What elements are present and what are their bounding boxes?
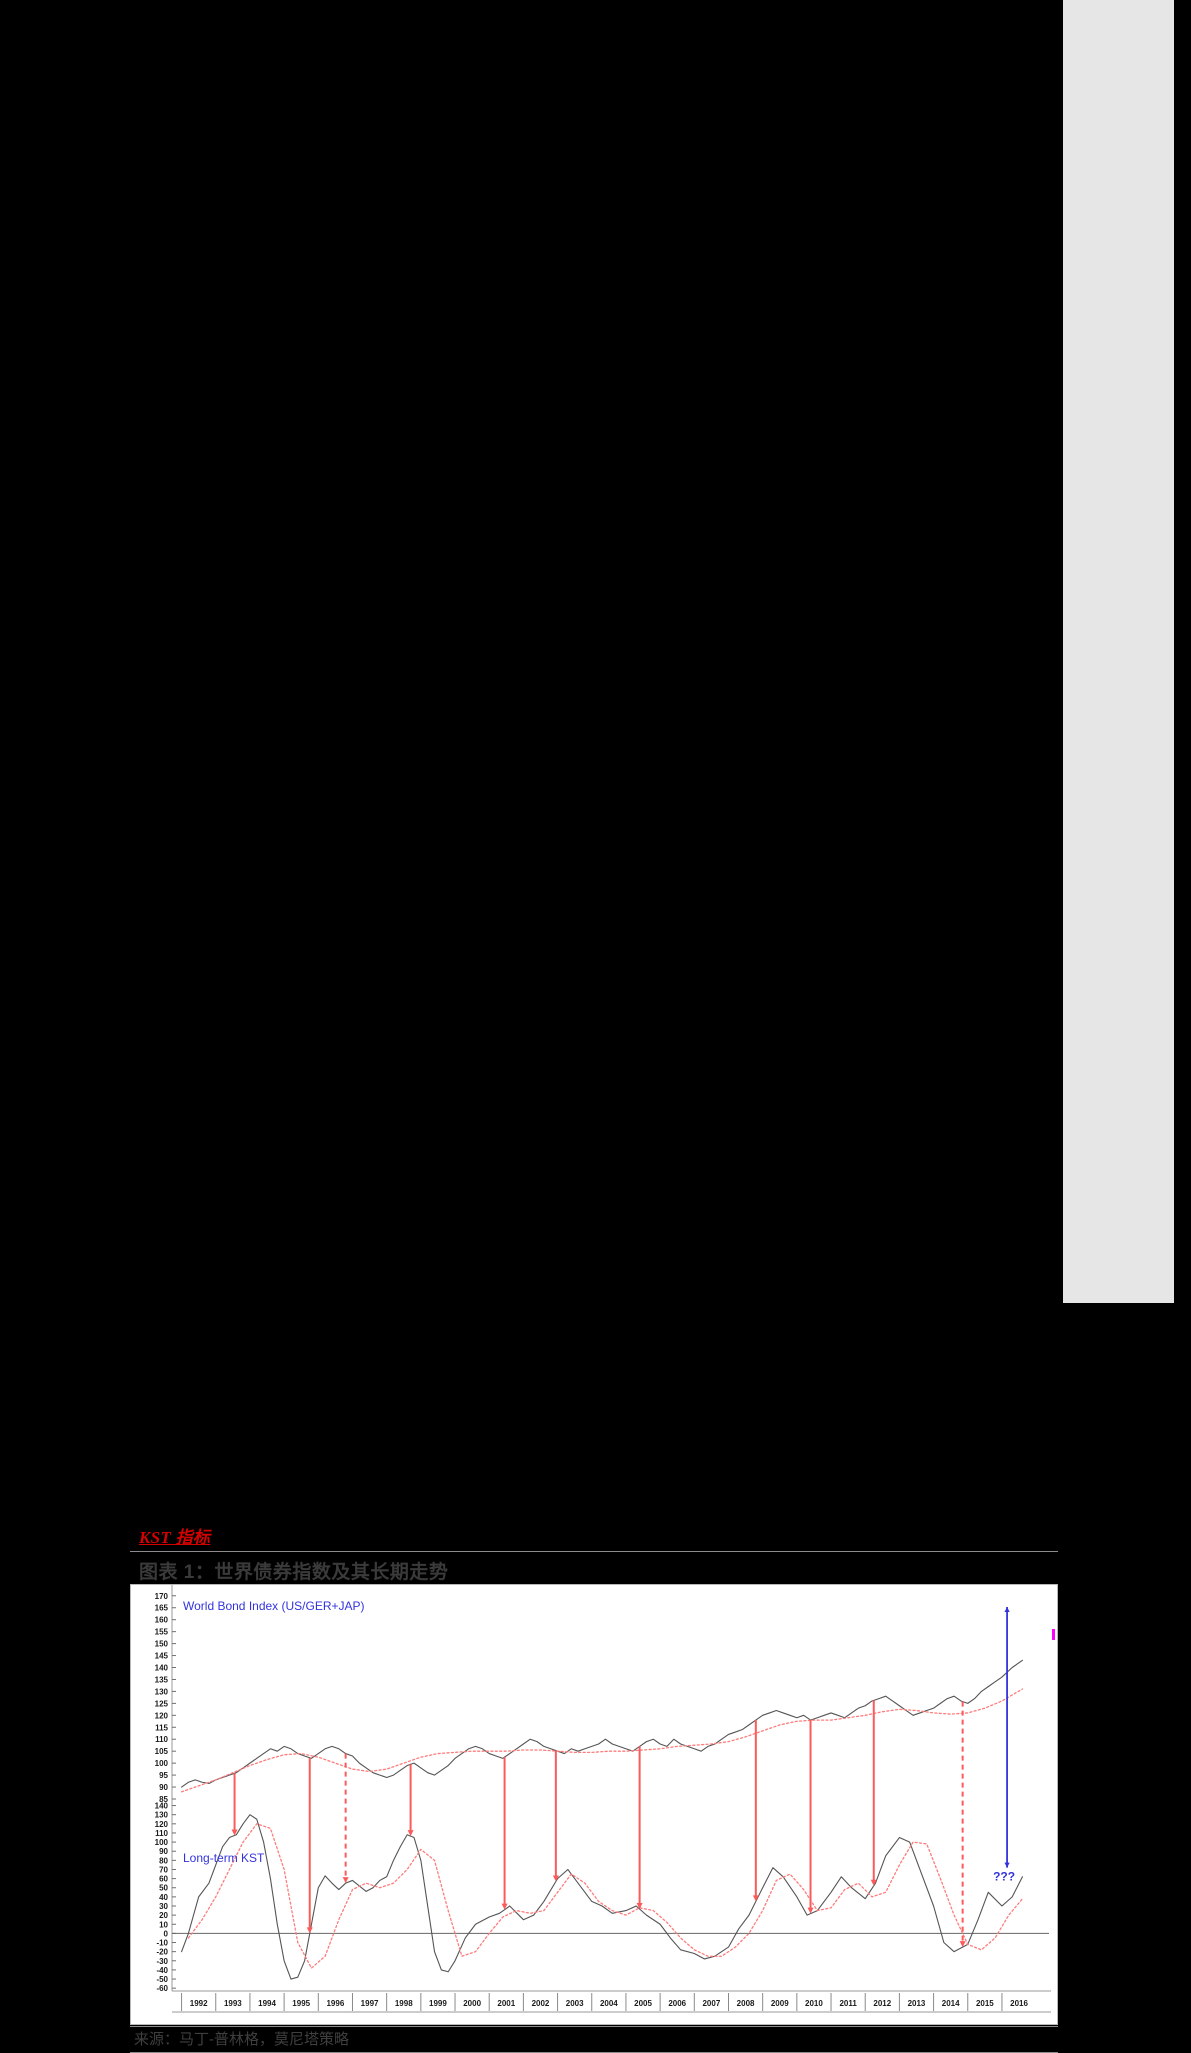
- blue-arrow-head-down: [1004, 1862, 1010, 1868]
- year-tick-label: 2003: [566, 1999, 584, 2008]
- y-tick-label-upper: 120: [155, 1711, 169, 1720]
- year-tick-label: 2002: [532, 1999, 550, 2008]
- year-tick-label: 2011: [839, 1999, 857, 2008]
- year-tick-label: 1999: [429, 1999, 447, 2008]
- year-tick-label: 2015: [976, 1999, 994, 2008]
- y-tick-label-upper: 115: [155, 1723, 168, 1732]
- year-tick-label: 1992: [190, 1999, 208, 2008]
- y-tick-label-lower: 90: [159, 1847, 168, 1856]
- y-tick-label-lower: -10: [156, 1939, 168, 1948]
- year-tick-label: 2007: [702, 1999, 720, 2008]
- year-tick-label: 2006: [668, 1999, 686, 2008]
- y-tick-label-upper: 165: [155, 1604, 169, 1613]
- y-tick-label-lower: 10: [159, 1920, 168, 1929]
- y-tick-label-lower: 110: [155, 1829, 168, 1838]
- y-tick-label-upper: 90: [159, 1783, 168, 1792]
- y-tick-label-lower: -60: [156, 1984, 168, 1993]
- page-gutter-strip: [1063, 0, 1174, 1303]
- year-tick-label: 2016: [1010, 1999, 1028, 2008]
- long-term-kst-smoothing-line: [187, 1823, 1024, 1969]
- y-tick-label-lower: -20: [156, 1948, 168, 1957]
- year-tick-label: 2004: [600, 1999, 618, 2008]
- year-tick-label: 2014: [942, 1999, 960, 2008]
- y-tick-label-upper: 130: [155, 1687, 169, 1696]
- y-tick-label-upper: 100: [155, 1759, 169, 1768]
- figure-block: KST 指标 图表 1：世界债券指数及其长期走势 170 165 160 155 150…: [0, 760, 1063, 2053]
- year-tick-label: 1996: [326, 1999, 344, 2008]
- y-tick-label-upper: 95: [159, 1771, 168, 1780]
- y-tick-label-upper: 145: [155, 1652, 169, 1661]
- year-tick-label: 2010: [805, 1999, 823, 2008]
- figure-title: 图表 1：世界债券指数及其长期走势: [139, 1562, 449, 1583]
- chart-frame: 170 165 160 155 150 145 140 135 130 125 120 115 110 1…: [130, 1584, 1058, 2025]
- red-arrow-head: [306, 1927, 313, 1934]
- year-tick-label: 2013: [908, 1999, 926, 2008]
- year-tick-label: 1997: [361, 1999, 379, 2008]
- year-tick-label: 1994: [258, 1999, 276, 2008]
- source-rule-top: [130, 2026, 1058, 2027]
- long-term-kst-label: Long-term KST: [183, 1851, 265, 1865]
- year-tick-label: 2009: [771, 1999, 789, 2008]
- y-tick-label-upper: 160: [155, 1616, 169, 1625]
- y-tick-label-lower: 30: [159, 1902, 168, 1911]
- y-tick-label-lower: 120: [155, 1820, 169, 1829]
- y-tick-label-lower: 50: [159, 1884, 168, 1893]
- blue-arrow-question-label: ???: [993, 1870, 1015, 1884]
- y-tick-label-upper: 110: [155, 1735, 168, 1744]
- y-tick-label-lower: 70: [159, 1865, 168, 1874]
- year-tick-label: 2005: [634, 1999, 652, 2008]
- y-tick-label-lower: 140: [155, 1802, 169, 1811]
- y-tick-label-lower: 20: [159, 1911, 168, 1920]
- y-tick-label-lower: -30: [156, 1957, 168, 1966]
- world-bond-index-smoothing-line: [180, 1688, 1024, 1793]
- upper-panel-series: [180, 1659, 1024, 1793]
- long-term-kst-line: [181, 1814, 1024, 1980]
- y-tick-label-lower: -40: [156, 1966, 168, 1975]
- year-tick-label: 1993: [224, 1999, 242, 2008]
- title-rule-top: [130, 1551, 1058, 1552]
- chart-canvas: 170 165 160 155 150 145 140 135 130 125 120 115 110 1…: [131, 1585, 1057, 2024]
- y-tick-label-lower: 0: [164, 1929, 169, 1938]
- y-tick-label-lower: 60: [159, 1875, 168, 1884]
- y-tick-label-upper: 170: [155, 1592, 169, 1601]
- section-label: KST 指标: [139, 1528, 211, 1547]
- world-bond-index-label: World Bond Index (US/GER+JAP): [183, 1599, 365, 1613]
- y-tick-label-lower: 100: [155, 1838, 169, 1847]
- year-tick-label: 1995: [292, 1999, 310, 2008]
- y-tick-label-lower: 130: [155, 1811, 169, 1820]
- source-note: 来源：马丁-普林格，莫尼塔策略: [134, 2031, 349, 2048]
- magenta-edge-mark: [1052, 1629, 1055, 1640]
- y-tick-label-upper: 155: [155, 1628, 169, 1637]
- y-tick-label-lower: -50: [156, 1975, 168, 1984]
- y-tick-label-lower: 40: [159, 1893, 168, 1902]
- world-bond-index-line: [181, 1659, 1024, 1788]
- year-tick-label: 1998: [395, 1999, 413, 2008]
- year-tick-label: 2000: [463, 1999, 481, 2008]
- y-tick-label-upper: 135: [155, 1675, 169, 1684]
- year-tick-label: 2001: [497, 1999, 515, 2008]
- lower-panel-series: [181, 1814, 1024, 1980]
- y-tick-label-lower: 80: [159, 1856, 168, 1865]
- blue-arrow-head-up: [1004, 1607, 1010, 1612]
- bond-index-kst-chart: 1701651601551501451401351301251201151101…: [155, 1585, 1055, 2013]
- y-tick-label-upper: 105: [155, 1747, 169, 1756]
- y-tick-label-upper: 125: [155, 1699, 169, 1708]
- y-tick-label-upper: 140: [155, 1664, 169, 1673]
- y-tick-label-upper: 150: [155, 1640, 169, 1649]
- year-tick-label: 2012: [873, 1999, 891, 2008]
- year-tick-label: 2008: [737, 1999, 755, 2008]
